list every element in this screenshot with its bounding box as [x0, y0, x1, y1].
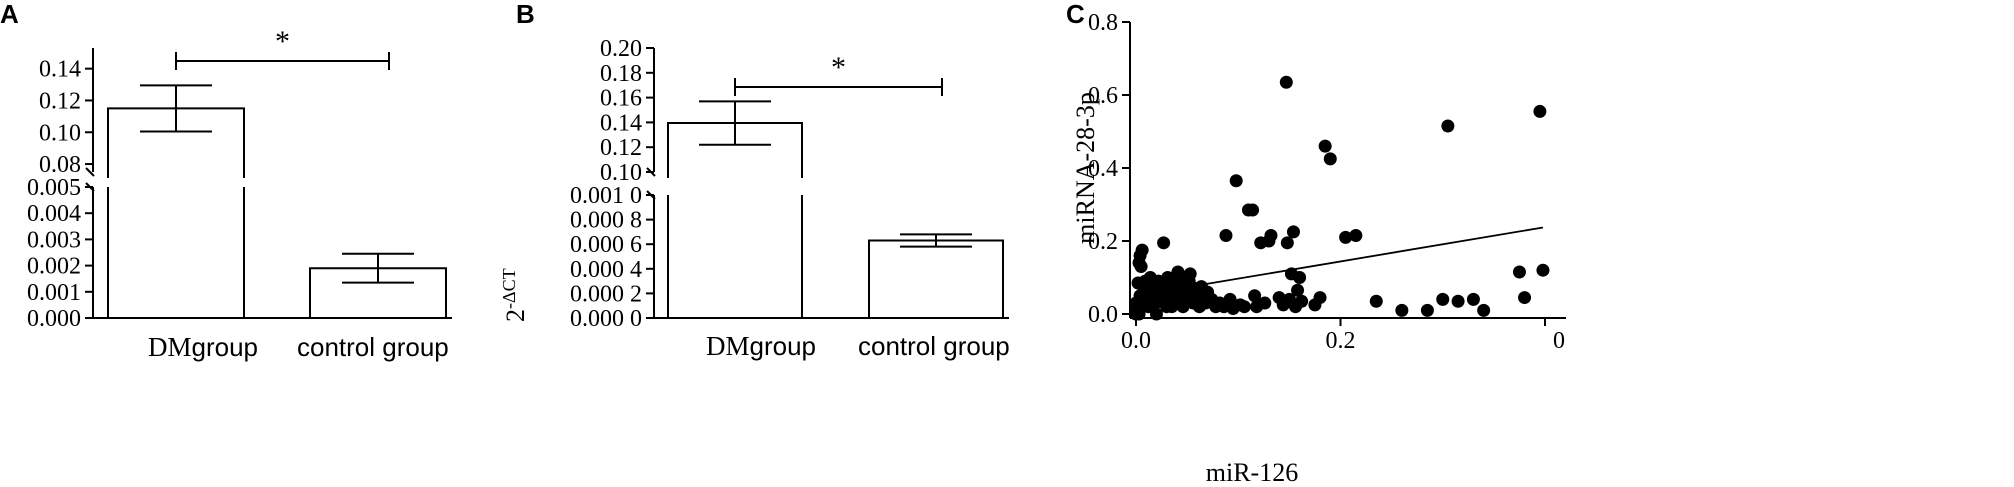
panel-a-axis-break-mark — [85, 167, 95, 177]
panel-b-y-tick-label: 0.000 8 — [570, 208, 642, 234]
panel-c-y-tick-label: 0.2 — [1088, 229, 1118, 255]
scatter-point — [1436, 292, 1450, 306]
scatter-point — [1183, 267, 1197, 281]
panel-c-x-tick-label: 0 — [1553, 328, 1565, 354]
panel-b-y-tick-label: 0.000 6 — [570, 232, 642, 258]
scatter-point — [1246, 203, 1260, 217]
panel-c-y-tick-label: 0.4 — [1088, 156, 1118, 182]
panel-a-y-tick-label: 0.003 — [27, 227, 81, 253]
panel-a-y-tick-label: 0.12 — [39, 88, 81, 114]
scatter-point — [1132, 307, 1146, 321]
panel-b-y-tick-label: 0.000 2 — [570, 281, 642, 307]
panel-a-bar-chart: A 0.080.100.120.140.0000.0010.0020.0030.… — [0, 0, 452, 362]
panel-a-category-label: DMgroup — [148, 332, 258, 362]
scatter-point — [1286, 225, 1300, 239]
scatter-point — [1295, 294, 1309, 308]
scatter-point — [1512, 265, 1526, 279]
scatter-point — [1466, 292, 1480, 306]
panel-a-y-tick-label: 0.004 — [27, 201, 81, 227]
scatter-point — [1313, 291, 1327, 305]
scatter-point — [1441, 119, 1455, 133]
scatter-point — [1279, 75, 1293, 89]
scatter-point — [1533, 104, 1547, 118]
panel-a-y-tick-label: 0.14 — [39, 57, 81, 83]
panel-a-y-tick-label: 0.002 — [27, 254, 81, 280]
panel-b-y-tick-label: 0.10 — [600, 160, 642, 186]
scatter-point — [1291, 283, 1305, 297]
panel-c-y-axis-label: miRNA-28-3p — [1071, 92, 1100, 244]
panel-b-y-tick-label: 0.16 — [600, 86, 642, 112]
scatter-point — [1248, 289, 1262, 303]
scatter-point — [1477, 303, 1491, 317]
panel-c-x-axis-label: miR-126 — [1206, 458, 1298, 487]
scatter-point — [1536, 263, 1550, 277]
panel-c-y-tick-label: 0.0 — [1088, 302, 1118, 328]
scatter-point — [1293, 271, 1307, 284]
panel-a-y-tick-label: 0.10 — [39, 120, 81, 146]
panel-b-y-tick-label: 0.000 0 — [570, 306, 642, 332]
panel-b-category-label: DMgroup — [706, 331, 816, 361]
scatter-point — [1339, 230, 1353, 244]
scatter-point — [1237, 300, 1251, 314]
scatter-point — [1135, 243, 1149, 257]
scatter-point — [1395, 303, 1409, 317]
scatter-point — [1323, 152, 1337, 166]
panel-b-letter: B — [516, 0, 535, 29]
panel-c-x-tick-label: 0.2 — [1326, 328, 1356, 354]
panel-a-significance-star: * — [275, 25, 290, 58]
panel-a-y-tick-label: 0.000 — [27, 306, 81, 332]
panel-b-category-label: control group — [858, 331, 1010, 361]
panel-b-significance-star: * — [831, 51, 846, 84]
scatter-point — [1318, 139, 1332, 153]
panel-c-scatter-plot: C miR-126 miRNA-28-3p 0.0 0.2 0.4 0.6 0.8 0.0… — [1066, 0, 1566, 487]
panel-b-y-tick-label: 0.18 — [600, 61, 642, 87]
panel-a-y-tick-label: 0.08 — [39, 152, 81, 178]
scatter-point — [1280, 236, 1294, 250]
panel-c-letter: C — [1066, 0, 1085, 29]
panel-a-letter: A — [0, 0, 19, 29]
panel-a-y-tick-label: 0.005 — [27, 175, 81, 201]
panel-c-y-tick-label: 0.6 — [1088, 83, 1118, 109]
scatter-point — [1134, 260, 1148, 274]
scatter-point — [1349, 229, 1363, 243]
panel-c-trendline — [1135, 226, 1544, 297]
panel-b-bar-chart: B 2-ΔCT 0.100.120.140.160.180.200.000 00… — [499, 0, 1010, 361]
panel-b-bar-control — [868, 239, 1004, 318]
panel-a-y-tick-label: 0.001 — [27, 280, 81, 306]
panel-b-y-tick-label: 0.14 — [600, 110, 642, 136]
panel-b-y-tick-label: 0.001 0 — [570, 183, 642, 209]
scatter-point — [1264, 229, 1278, 243]
panel-a-category-label: control group — [297, 332, 449, 362]
scatter-point — [1219, 229, 1233, 243]
scatter-point — [1149, 307, 1163, 321]
scatter-point — [1229, 174, 1243, 188]
scatter-point — [1518, 291, 1532, 305]
panel-b-y-axis-label: 2-ΔCT — [499, 268, 530, 322]
panel-b-y-tick-label: 0.12 — [600, 135, 642, 161]
panel-b-y-tick-label: 0.20 — [600, 36, 642, 62]
scatter-point — [1369, 294, 1383, 308]
scatter-point — [1420, 303, 1434, 317]
panel-b-y-tick-label: 0.000 4 — [570, 257, 642, 283]
panel-c-y-tick-label: 0.8 — [1088, 10, 1118, 36]
scatter-point — [1451, 294, 1465, 308]
scatter-point — [1157, 236, 1171, 250]
scatter-point — [1258, 296, 1272, 310]
panel-c-x-tick-label: 0.0 — [1121, 328, 1151, 354]
